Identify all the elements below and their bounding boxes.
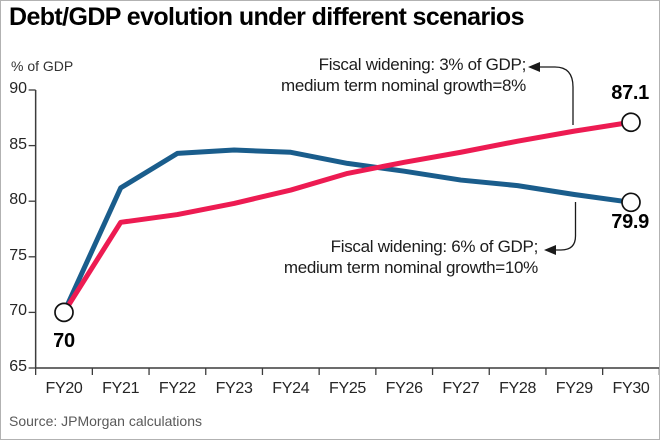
series-line-3pct-growth8 <box>61 119 632 314</box>
data-label-end-87-1: 87.1 <box>611 82 649 104</box>
annotation-scenario-3pct: Fiscal widening: 3% of GDP; medium term … <box>281 54 526 96</box>
source-note: Source: JPMorgan calculations <box>9 413 202 429</box>
annotation-arrowhead-bottom <box>544 245 556 255</box>
annotation-arrow-bottom <box>555 202 577 251</box>
annotation-arrow-top <box>539 66 574 125</box>
tick-marks <box>28 89 659 375</box>
chart-title: Debt/GDP evolution under different scena… <box>9 3 525 31</box>
annotation-scenario-3pct-line2: medium term nominal growth=8% <box>281 76 526 95</box>
y-axis-unit-label: % of GDP <box>11 58 74 74</box>
annotation-scenario-6pct-line2: medium term nominal growth=10% <box>283 258 538 277</box>
annotation-scenario-6pct: Fiscal widening: 6% of GDP; medium term … <box>284 236 538 278</box>
annotation-scenario-6pct-line1: Fiscal widening: 6% of GDP; <box>330 237 539 256</box>
annotation-arrowhead-top <box>528 62 540 72</box>
data-label-end-79-9: 79.9 <box>611 211 649 233</box>
marker-end-growth10 <box>621 192 641 213</box>
series-line-6pct-growth10 <box>61 147 632 314</box>
marker-start <box>54 302 74 323</box>
annotation-scenario-3pct-line1: Fiscal widening: 3% of GDP; <box>318 55 527 74</box>
data-label-start-70: 70 <box>53 330 75 352</box>
marker-end-growth8 <box>621 112 641 133</box>
